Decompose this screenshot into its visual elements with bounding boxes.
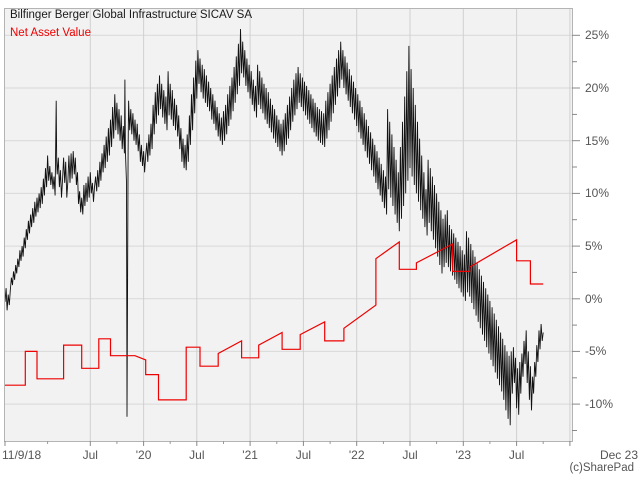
y-tick-label: -5% (585, 344, 607, 359)
x-tick-label: Jul (295, 448, 312, 462)
data-series-layer (5, 28, 544, 426)
x-tick-label: Jul (189, 448, 205, 462)
y-tick-label: 25% (585, 28, 610, 43)
sharepad-watermark: (c)SharePad (569, 462, 634, 474)
x-tick-label: Jul (82, 448, 98, 462)
chart-subtitle: Net Asset Value (10, 27, 91, 39)
chart-canvas (5, 9, 572, 441)
x-tick-label: Jul (402, 448, 418, 462)
y-tick-label: 5% (585, 239, 603, 254)
x-tick-label: Jul (508, 448, 525, 462)
series-nav (5, 238, 544, 401)
x-tick-label: '22 (348, 448, 365, 462)
x-tick-label: '23 (455, 448, 472, 462)
x-tick-label: '20 (135, 448, 152, 462)
y-tick-label: 10% (585, 186, 610, 201)
y-tick-label: 0% (585, 291, 603, 306)
plot-area (4, 8, 573, 442)
y-tick-label: 20% (585, 81, 610, 96)
x-tick-label: Dec 23 (599, 448, 638, 462)
y-tick-label: -10% (585, 397, 614, 412)
x-tick-label: '21 (242, 448, 258, 462)
x-tick-label: 11/9/18 (2, 448, 42, 462)
y-tick-label: 15% (585, 133, 610, 148)
chart-title: Bilfinger Berger Global Infrastructure S… (10, 9, 253, 21)
